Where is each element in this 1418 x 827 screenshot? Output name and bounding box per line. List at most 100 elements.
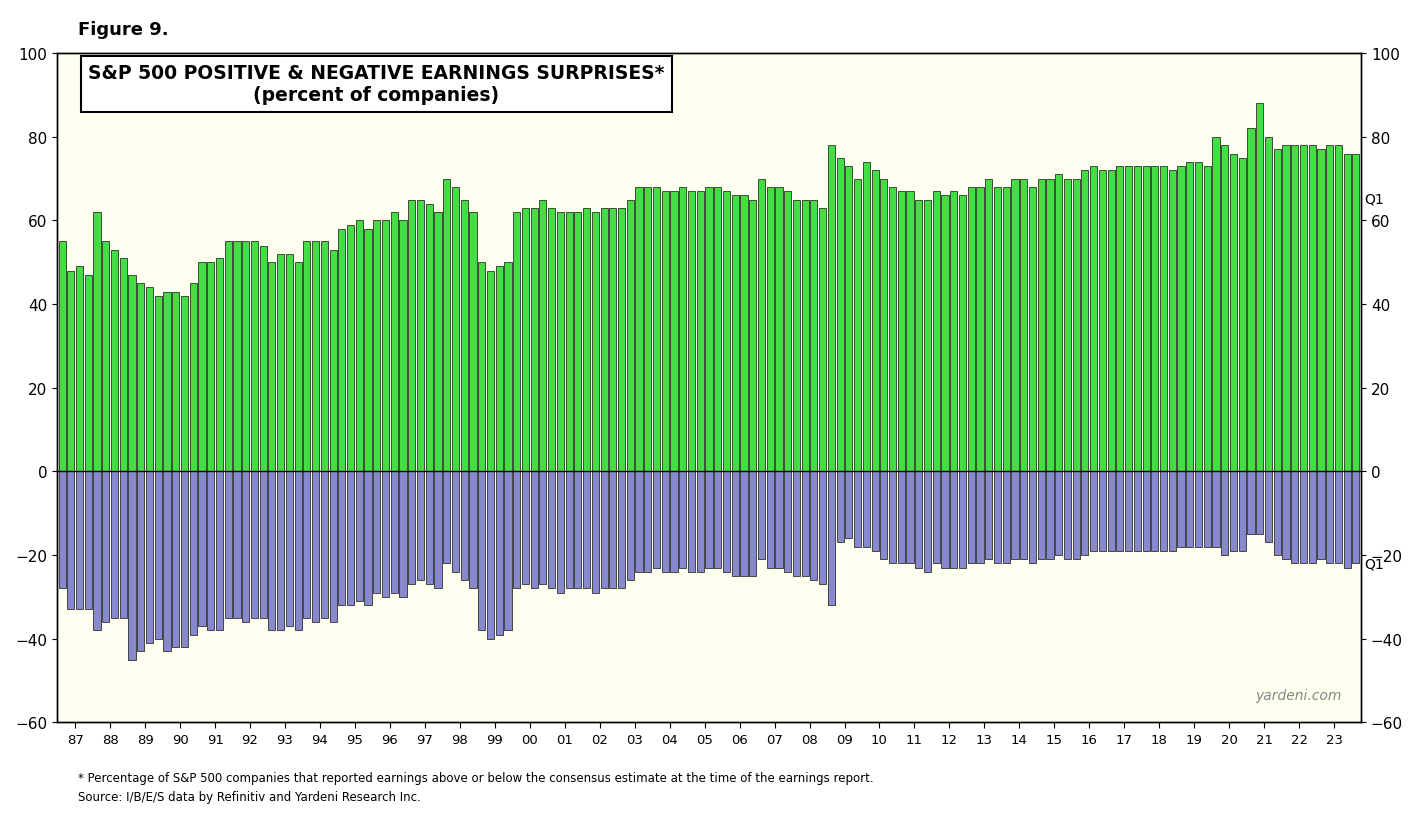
Bar bbox=[119, 472, 126, 618]
Bar bbox=[1221, 472, 1228, 556]
Bar bbox=[854, 472, 861, 547]
Bar bbox=[784, 472, 791, 572]
Bar bbox=[1107, 171, 1115, 472]
Bar bbox=[828, 146, 835, 472]
Bar bbox=[942, 196, 949, 472]
Bar bbox=[749, 472, 756, 576]
Bar bbox=[828, 472, 835, 605]
Bar bbox=[820, 472, 827, 585]
Bar bbox=[286, 472, 294, 626]
Bar bbox=[102, 472, 109, 622]
Bar bbox=[129, 275, 136, 472]
Bar bbox=[776, 472, 783, 568]
Bar bbox=[925, 472, 932, 572]
Bar bbox=[1011, 179, 1018, 472]
Bar bbox=[1282, 472, 1289, 560]
Bar bbox=[610, 472, 617, 589]
Bar bbox=[522, 208, 529, 472]
Bar bbox=[898, 192, 905, 472]
Bar bbox=[600, 208, 608, 472]
Bar bbox=[881, 179, 888, 472]
Bar bbox=[251, 242, 258, 472]
Bar bbox=[994, 472, 1001, 564]
Bar bbox=[85, 275, 92, 472]
Bar bbox=[1292, 146, 1299, 472]
Bar bbox=[1029, 472, 1037, 564]
Bar bbox=[259, 246, 267, 472]
Bar bbox=[1020, 472, 1027, 560]
Bar bbox=[662, 192, 669, 472]
Bar bbox=[767, 472, 774, 568]
Bar bbox=[1160, 167, 1167, 472]
Bar bbox=[286, 255, 294, 472]
Bar bbox=[679, 188, 686, 472]
Bar bbox=[146, 288, 153, 472]
Bar bbox=[486, 472, 493, 639]
Bar bbox=[1300, 146, 1307, 472]
Bar bbox=[199, 263, 206, 472]
Bar bbox=[58, 242, 65, 472]
Bar bbox=[505, 472, 512, 630]
Bar bbox=[1124, 167, 1132, 472]
Bar bbox=[644, 472, 651, 572]
Bar bbox=[425, 472, 432, 585]
Bar bbox=[1273, 472, 1280, 556]
Bar bbox=[530, 472, 537, 589]
Bar bbox=[784, 192, 791, 472]
Bar bbox=[1116, 472, 1123, 551]
Bar bbox=[1256, 104, 1263, 472]
Bar bbox=[1239, 159, 1246, 472]
Bar bbox=[723, 472, 730, 572]
Bar bbox=[417, 200, 424, 472]
Bar bbox=[942, 472, 949, 568]
Bar bbox=[915, 200, 922, 472]
Bar bbox=[644, 188, 651, 472]
Bar bbox=[513, 213, 520, 472]
Bar bbox=[557, 213, 564, 472]
Bar bbox=[373, 221, 380, 472]
Bar bbox=[767, 188, 774, 472]
Bar bbox=[408, 472, 415, 585]
Bar bbox=[339, 230, 346, 472]
Text: Q1: Q1 bbox=[1364, 557, 1384, 571]
Bar bbox=[854, 179, 861, 472]
Bar bbox=[898, 472, 905, 564]
Bar bbox=[1003, 188, 1010, 472]
Bar bbox=[77, 267, 84, 472]
Bar bbox=[696, 472, 703, 572]
Bar bbox=[58, 472, 65, 589]
Bar bbox=[1273, 151, 1280, 472]
Bar bbox=[320, 472, 328, 618]
Bar bbox=[1187, 472, 1194, 547]
Bar bbox=[1195, 163, 1202, 472]
Bar bbox=[820, 208, 827, 472]
Bar bbox=[1099, 472, 1106, 551]
Bar bbox=[1082, 171, 1089, 472]
Bar bbox=[1064, 472, 1071, 560]
Bar bbox=[295, 472, 302, 630]
Bar bbox=[1134, 167, 1141, 472]
Bar bbox=[610, 208, 617, 472]
Bar bbox=[1248, 472, 1255, 534]
Bar bbox=[505, 263, 512, 472]
Bar bbox=[478, 263, 485, 472]
Bar bbox=[1353, 155, 1360, 472]
Bar bbox=[810, 472, 818, 581]
Bar bbox=[757, 472, 766, 560]
Bar bbox=[986, 472, 993, 560]
Bar bbox=[242, 242, 250, 472]
Bar bbox=[381, 221, 389, 472]
Bar bbox=[1317, 151, 1324, 472]
Bar bbox=[1334, 472, 1341, 564]
Bar bbox=[627, 200, 634, 472]
Bar bbox=[1055, 175, 1062, 472]
Bar bbox=[434, 472, 441, 589]
Bar bbox=[1107, 472, 1115, 551]
Bar bbox=[583, 472, 590, 589]
Bar bbox=[715, 472, 722, 568]
Bar bbox=[216, 472, 223, 630]
Bar bbox=[635, 472, 642, 572]
Bar bbox=[163, 472, 170, 652]
Bar bbox=[959, 196, 966, 472]
Bar bbox=[452, 188, 459, 472]
